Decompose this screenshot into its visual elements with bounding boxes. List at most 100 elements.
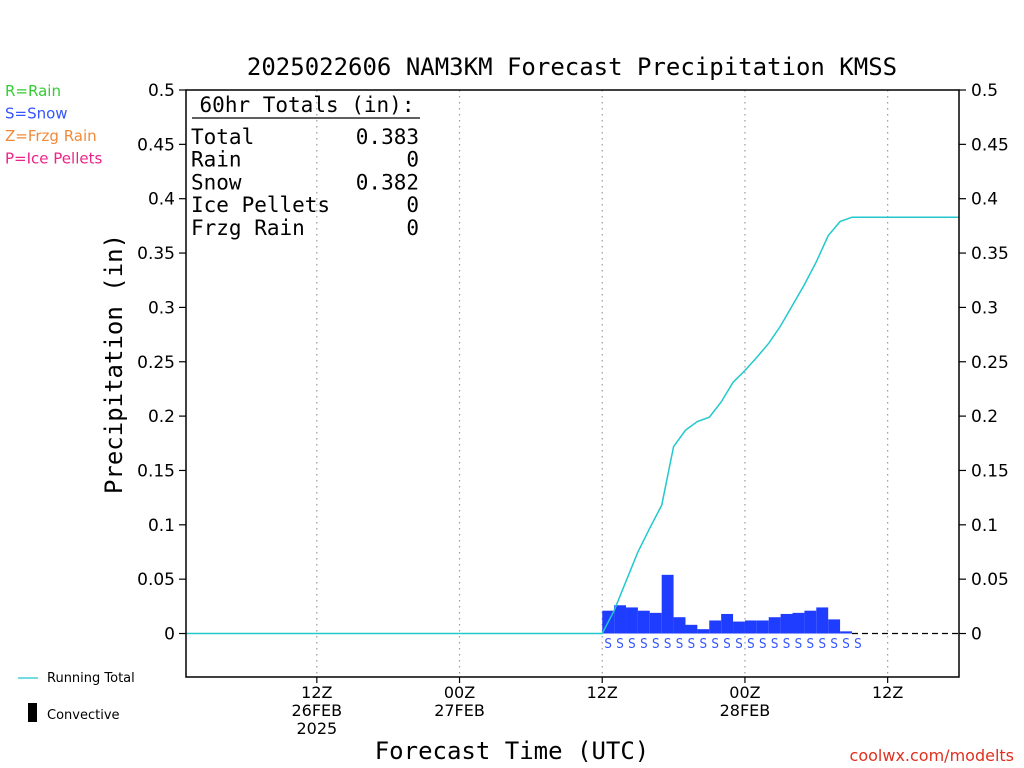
y-tick-label-right: 0.5	[971, 81, 998, 101]
precip-bar	[661, 574, 674, 634]
totals-title: 60hr Totals (in):	[200, 93, 415, 117]
precip-bar	[685, 624, 698, 634]
y-tick-label-left: 0.15	[137, 461, 175, 481]
precip-type-letter: S	[688, 637, 696, 652]
x-tick-label: 27FEB	[434, 701, 485, 720]
precip-bar	[816, 607, 829, 634]
precip-type-letter: S	[711, 637, 719, 652]
x-axis-label: Forecast Time (UTC)	[375, 737, 650, 765]
plot-frame	[185, 89, 960, 678]
convective-legend-label: Convective	[47, 708, 120, 723]
running-total-line	[186, 216, 959, 635]
precip-bar	[792, 612, 805, 634]
y-tick-label-right: 0.3	[971, 298, 998, 318]
precip-bar	[780, 613, 793, 634]
x-tick-label: 2025	[296, 719, 337, 738]
watermark: coolwx.com/modelts	[850, 746, 1014, 765]
precip-bar	[673, 617, 686, 634]
precip-bar	[709, 620, 722, 634]
precip-type-letter: S	[735, 637, 743, 652]
precip-bar	[626, 607, 638, 634]
y-tick-label-left: 0.4	[148, 190, 175, 210]
convective-legend-swatch	[28, 703, 37, 722]
precip-type-letter: S	[652, 637, 660, 652]
totals-row-label: Total	[191, 125, 254, 149]
precip-type-legend-item: P=Ice Pellets	[5, 150, 102, 168]
totals-row-value: 0.383	[356, 125, 419, 149]
x-tick-label: 28FEB	[720, 701, 771, 720]
precip-bars	[602, 574, 852, 634]
x-tick-label: 12Z	[301, 683, 332, 702]
series-legend: Running Total Convective	[18, 671, 135, 723]
y-tick-label-left: 0.25	[137, 353, 175, 373]
x-tick-label: 00Z	[444, 683, 475, 702]
precip-bar	[721, 613, 734, 634]
y-axis-right: 0 0.05 0.1 0.15 0.2 0.25 0.3 0.35 0.4 0.45 0.5	[959, 81, 1009, 645]
precip-type-legend: R=Rain S=Snow Z=Frzg Rain P=Ice Pellets	[5, 82, 102, 168]
totals-row-value: 0	[406, 193, 419, 217]
y-tick-label-left: 0.5	[148, 81, 175, 101]
y-tick-label-left: 0.45	[137, 135, 175, 155]
y-axis-label: Precipitation (in)	[100, 234, 128, 494]
precip-bar	[840, 631, 852, 634]
precip-type-letter: S	[783, 637, 791, 652]
y-tick-label-right: 0.15	[971, 461, 1009, 481]
y-tick-label-left: 0.1	[148, 516, 175, 536]
precip-type-letter: S	[676, 637, 684, 652]
chart-title: 2025022606 NAM3KM Forecast Precipitation…	[247, 53, 897, 81]
precip-type-letter: S	[759, 637, 767, 652]
y-tick-label-left: 0.35	[137, 244, 175, 264]
totals-row-value: 0.382	[356, 170, 419, 194]
precip-bar	[744, 620, 757, 634]
precip-type-letter: S	[830, 637, 838, 652]
precip-type-legend-item: Z=Frzg Rain	[5, 127, 97, 145]
precip-bar	[756, 620, 769, 634]
y-tick-label-left: 0	[164, 625, 175, 645]
precip-bar	[804, 610, 817, 634]
y-tick-label-right: 0.05	[971, 570, 1009, 590]
x-tick-label: 12Z	[587, 683, 618, 702]
totals-row-label: Ice Pellets	[191, 193, 330, 217]
totals-row-value: 0	[406, 148, 419, 172]
y-axis-left: 0 0.05 0.1 0.15 0.2 0.25 0.3 0.35 0.4 0.45 0.5	[137, 81, 186, 645]
precip-bar	[768, 617, 781, 634]
precip-type-letter: S	[747, 637, 755, 652]
precip-type-letter: S	[854, 637, 862, 652]
y-tick-label-right: 0.35	[971, 244, 1009, 264]
x-tick-label: 12Z	[872, 683, 903, 702]
precip-bar	[637, 610, 650, 634]
x-tick-label: 26FEB	[291, 701, 342, 720]
precip-type-letter: S	[699, 637, 707, 652]
precip-type-legend-item: R=Rain	[5, 82, 61, 100]
y-tick-label-right: 0	[971, 625, 982, 645]
totals-row-label: Snow	[191, 170, 242, 194]
y-tick-label-right: 0.45	[971, 135, 1009, 155]
precip-type-letter: S	[723, 637, 731, 652]
precip-type-letter: S	[628, 637, 636, 652]
precip-type-letter: S	[616, 637, 624, 652]
precip-type-letter: S	[806, 637, 814, 652]
running-total-legend-label: Running Total	[47, 671, 135, 686]
y-tick-label-right: 0.25	[971, 353, 1009, 373]
precip-bar	[733, 621, 745, 634]
precip-type-letter: S	[664, 637, 672, 652]
totals-box: 60hr Totals (in): Total 0.383 Rain 0 Snow 0.3…	[191, 93, 420, 240]
precip-type-letter: S	[604, 637, 612, 652]
totals-row-label: Rain	[191, 148, 242, 172]
y-tick-label-left: 0.3	[148, 298, 175, 318]
precip-type-letter: S	[640, 637, 648, 652]
y-tick-label-left: 0.05	[137, 570, 175, 590]
y-tick-label-right: 0.1	[971, 516, 998, 536]
precip-bar	[697, 629, 710, 634]
precip-type-letter: S	[795, 637, 803, 652]
y-tick-label-left: 0.2	[148, 407, 175, 427]
precip-type-letter: S	[818, 637, 826, 652]
totals-row-value: 0	[406, 216, 419, 240]
precip-bar	[828, 619, 841, 634]
precip-type-letter: S	[771, 637, 779, 652]
y-tick-label-right: 0.2	[971, 407, 998, 427]
precip-bar	[614, 605, 627, 634]
